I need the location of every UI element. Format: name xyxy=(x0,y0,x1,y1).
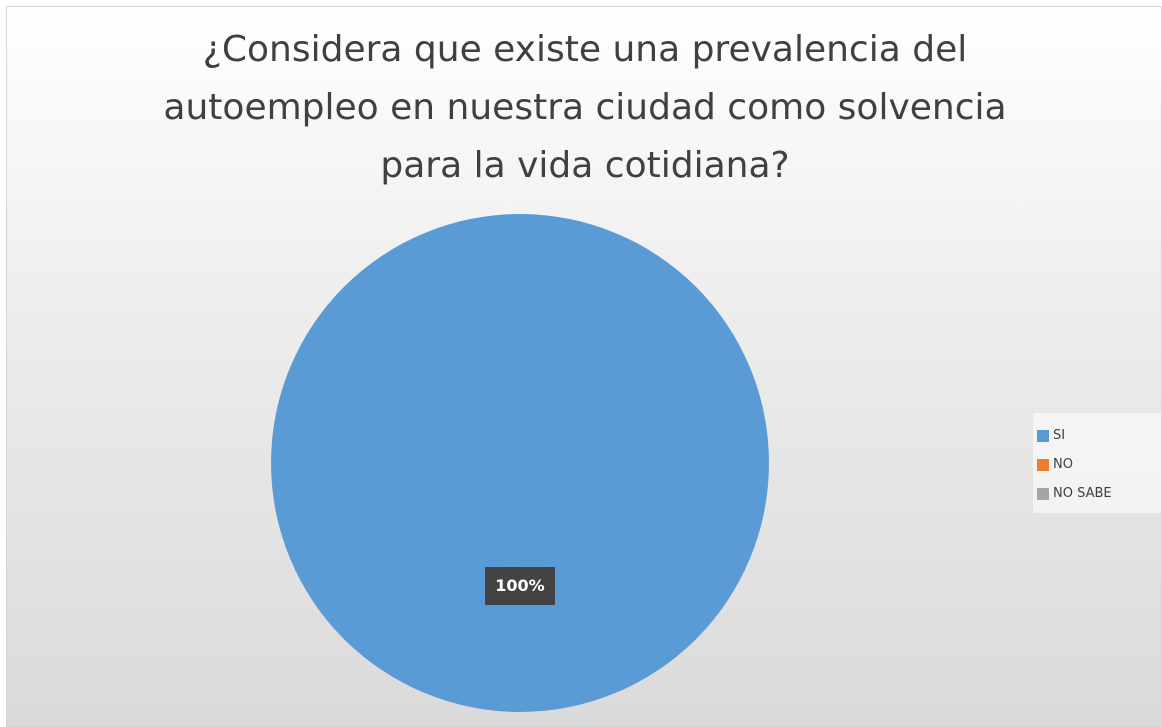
legend-swatch-no-sabe xyxy=(1037,487,1049,500)
chart-title: ¿Considera que existe una prevalencia de… xyxy=(7,21,1161,195)
legend-label-no: NO xyxy=(1053,457,1073,472)
legend-label-no-sabe: NO SABE xyxy=(1053,486,1112,501)
chart-area: ¿Considera que existe una prevalencia de… xyxy=(6,6,1162,727)
pie-chart xyxy=(271,214,769,712)
legend-item-no-sabe: NO SABE xyxy=(1037,479,1161,508)
chart-title-line-2: autoempleo en nuestra ciudad como solven… xyxy=(163,87,1007,128)
data-label-si: 100% xyxy=(485,567,555,605)
legend-swatch-no xyxy=(1037,458,1049,471)
legend-swatch-si xyxy=(1037,429,1049,442)
chart-title-line-1: ¿Considera que existe una prevalencia de… xyxy=(202,29,968,70)
legend-item-no: NO xyxy=(1037,450,1161,479)
legend-item-si: SI xyxy=(1037,421,1161,450)
legend-label-si: SI xyxy=(1053,428,1066,443)
legend: SI NO NO SABE xyxy=(1033,413,1161,513)
chart-title-line-3: para la vida cotidiana? xyxy=(380,145,790,186)
pie-slice-si xyxy=(271,214,769,712)
